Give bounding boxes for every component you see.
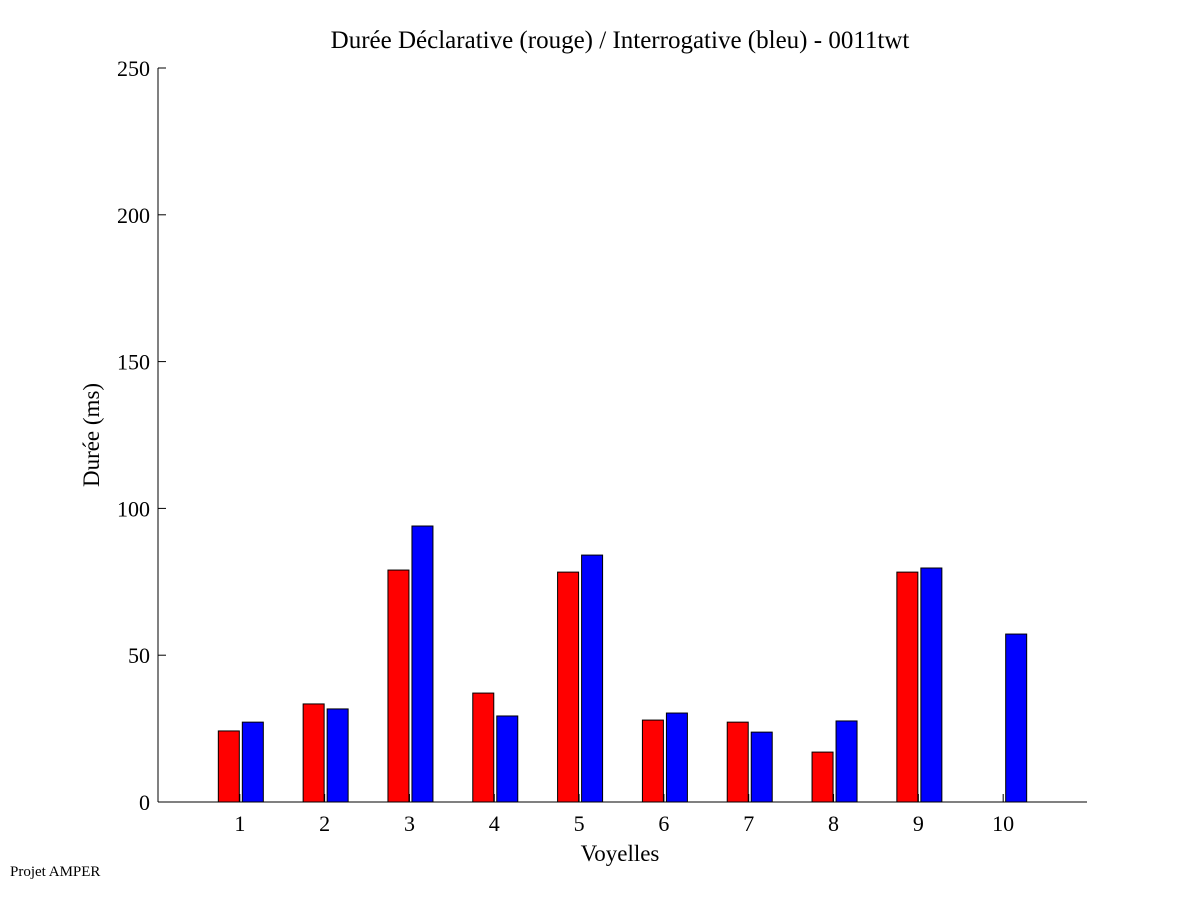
y-tick-label: 50 bbox=[128, 643, 150, 668]
bar-interrogative-3 bbox=[411, 525, 434, 803]
bar-interrogative-10 bbox=[1005, 633, 1028, 803]
chart-title: Durée Déclarative (rouge) / Interrogativ… bbox=[331, 27, 910, 54]
bar-interrogative-5 bbox=[581, 554, 604, 803]
credit-text: Projet AMPER bbox=[10, 864, 101, 880]
y-axis-label: Durée (ms) bbox=[79, 383, 104, 487]
x-tick-label: 6 bbox=[658, 811, 669, 836]
x-tick-label: 8 bbox=[828, 811, 839, 836]
bar-declarative-5 bbox=[557, 571, 580, 803]
x-tick-label: 10 bbox=[992, 811, 1014, 836]
bar-declarative-9 bbox=[896, 571, 919, 803]
bar-interrogative-6 bbox=[665, 712, 688, 803]
x-tick-label: 4 bbox=[489, 811, 500, 836]
y-tick-label: 0 bbox=[139, 790, 150, 815]
x-tick-label: 2 bbox=[319, 811, 330, 836]
x-axis-label: Voyelles bbox=[581, 841, 660, 866]
x-tick-label: 3 bbox=[404, 811, 415, 836]
y-tick-label: 250 bbox=[117, 56, 150, 81]
bar-declarative-2 bbox=[302, 703, 325, 803]
bar-declarative-3 bbox=[387, 569, 410, 803]
bar-interrogative-8 bbox=[835, 720, 858, 803]
bar-declarative-1 bbox=[217, 730, 240, 803]
y-tick-label: 150 bbox=[117, 350, 150, 375]
bar-declarative-7 bbox=[726, 721, 749, 803]
bar-interrogative-7 bbox=[750, 731, 773, 803]
x-tick-label: 7 bbox=[743, 811, 754, 836]
x-tick-label: 5 bbox=[574, 811, 585, 836]
bar-declarative-4 bbox=[472, 692, 495, 803]
x-tick-label: 9 bbox=[913, 811, 924, 836]
bar-interrogative-9 bbox=[920, 567, 943, 803]
x-tick-label: 1 bbox=[234, 811, 245, 836]
bar-interrogative-2 bbox=[326, 708, 349, 803]
bar-declarative-8 bbox=[811, 751, 834, 803]
bar-interrogative-1 bbox=[241, 721, 264, 803]
y-tick-label: 200 bbox=[117, 203, 150, 228]
bar-declarative-6 bbox=[641, 719, 664, 803]
y-tick-label: 100 bbox=[117, 496, 150, 521]
bar-interrogative-4 bbox=[496, 715, 519, 803]
